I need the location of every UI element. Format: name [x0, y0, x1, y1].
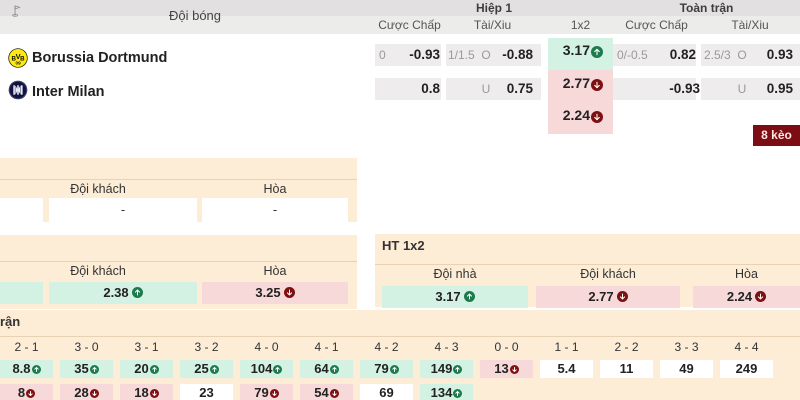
svg-text:B: B — [20, 55, 25, 62]
svg-text:09: 09 — [16, 60, 22, 65]
